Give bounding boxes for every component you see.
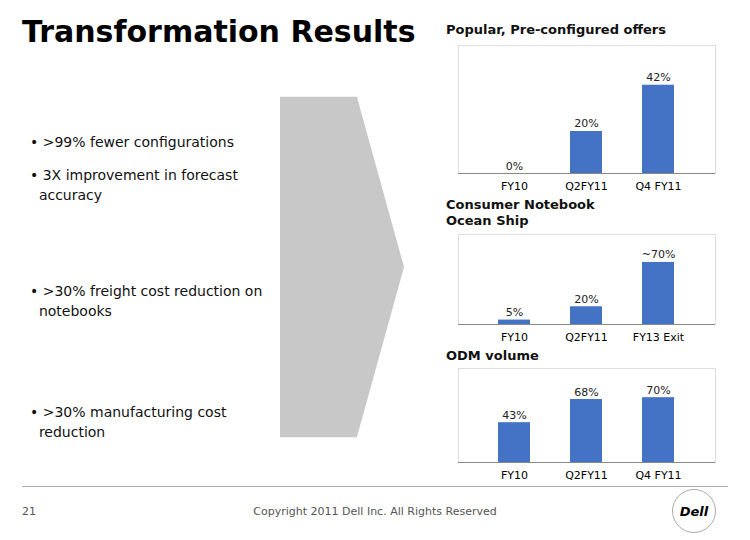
html-text:Copyright 2011 Dell Inc. All R: Copyright 2011 Dell Inc. All Rights Rese… — [253, 505, 497, 518]
html-text:21: 21 — [22, 505, 36, 518]
html-text:ODM volume: ODM volume — [446, 348, 539, 363]
html-text:Transformation Results: Transformation Results — [22, 14, 416, 49]
svg-text:5%: 5% — [506, 306, 523, 319]
svg-text:Q2FY11: Q2FY11 — [565, 180, 608, 193]
svg-text:20%: 20% — [574, 117, 598, 130]
svg-text:FY13 Exit: FY13 Exit — [633, 331, 685, 344]
html-text:• 3X improvement in forecast a: • 3X improvement in forecast accuracy — [30, 167, 238, 204]
svg-text:42%: 42% — [646, 71, 670, 84]
svg-text:Q2FY11: Q2FY11 — [565, 469, 608, 482]
svg-text:FY10: FY10 — [501, 469, 528, 482]
html-text:• >30% freight cost reduction: • >30% freight cost reduction on noteboo… — [30, 283, 263, 320]
svg-text:68%: 68% — [574, 386, 598, 399]
svg-text:70%: 70% — [646, 384, 670, 397]
svg-text:FY10: FY10 — [501, 331, 528, 344]
html-text:Popular, Pre-configured offers: Popular, Pre-configured offers — [446, 22, 666, 37]
html-text:Consumer Notebook Ocean Ship: Consumer Notebook Ocean Ship — [446, 197, 595, 229]
svg-text:Q4 FY11: Q4 FY11 — [635, 180, 681, 193]
svg-text:Q4 FY11: Q4 FY11 — [635, 469, 681, 482]
svg-text:43%: 43% — [502, 409, 526, 422]
svg-text:0%: 0% — [506, 160, 523, 173]
html-text:Dell: Dell — [679, 503, 709, 519]
svg-text:FY10: FY10 — [501, 180, 528, 193]
html-text:• >30% manufacturing cost redu: • >30% manufacturing cost reduction — [30, 404, 227, 441]
svg-text:Q2FY11: Q2FY11 — [565, 331, 608, 344]
html-text:• >99% fewer configurations: • >99% fewer configurations — [30, 134, 234, 150]
svg-text:~70%: ~70% — [642, 248, 676, 261]
svg-text:20%: 20% — [574, 293, 598, 306]
